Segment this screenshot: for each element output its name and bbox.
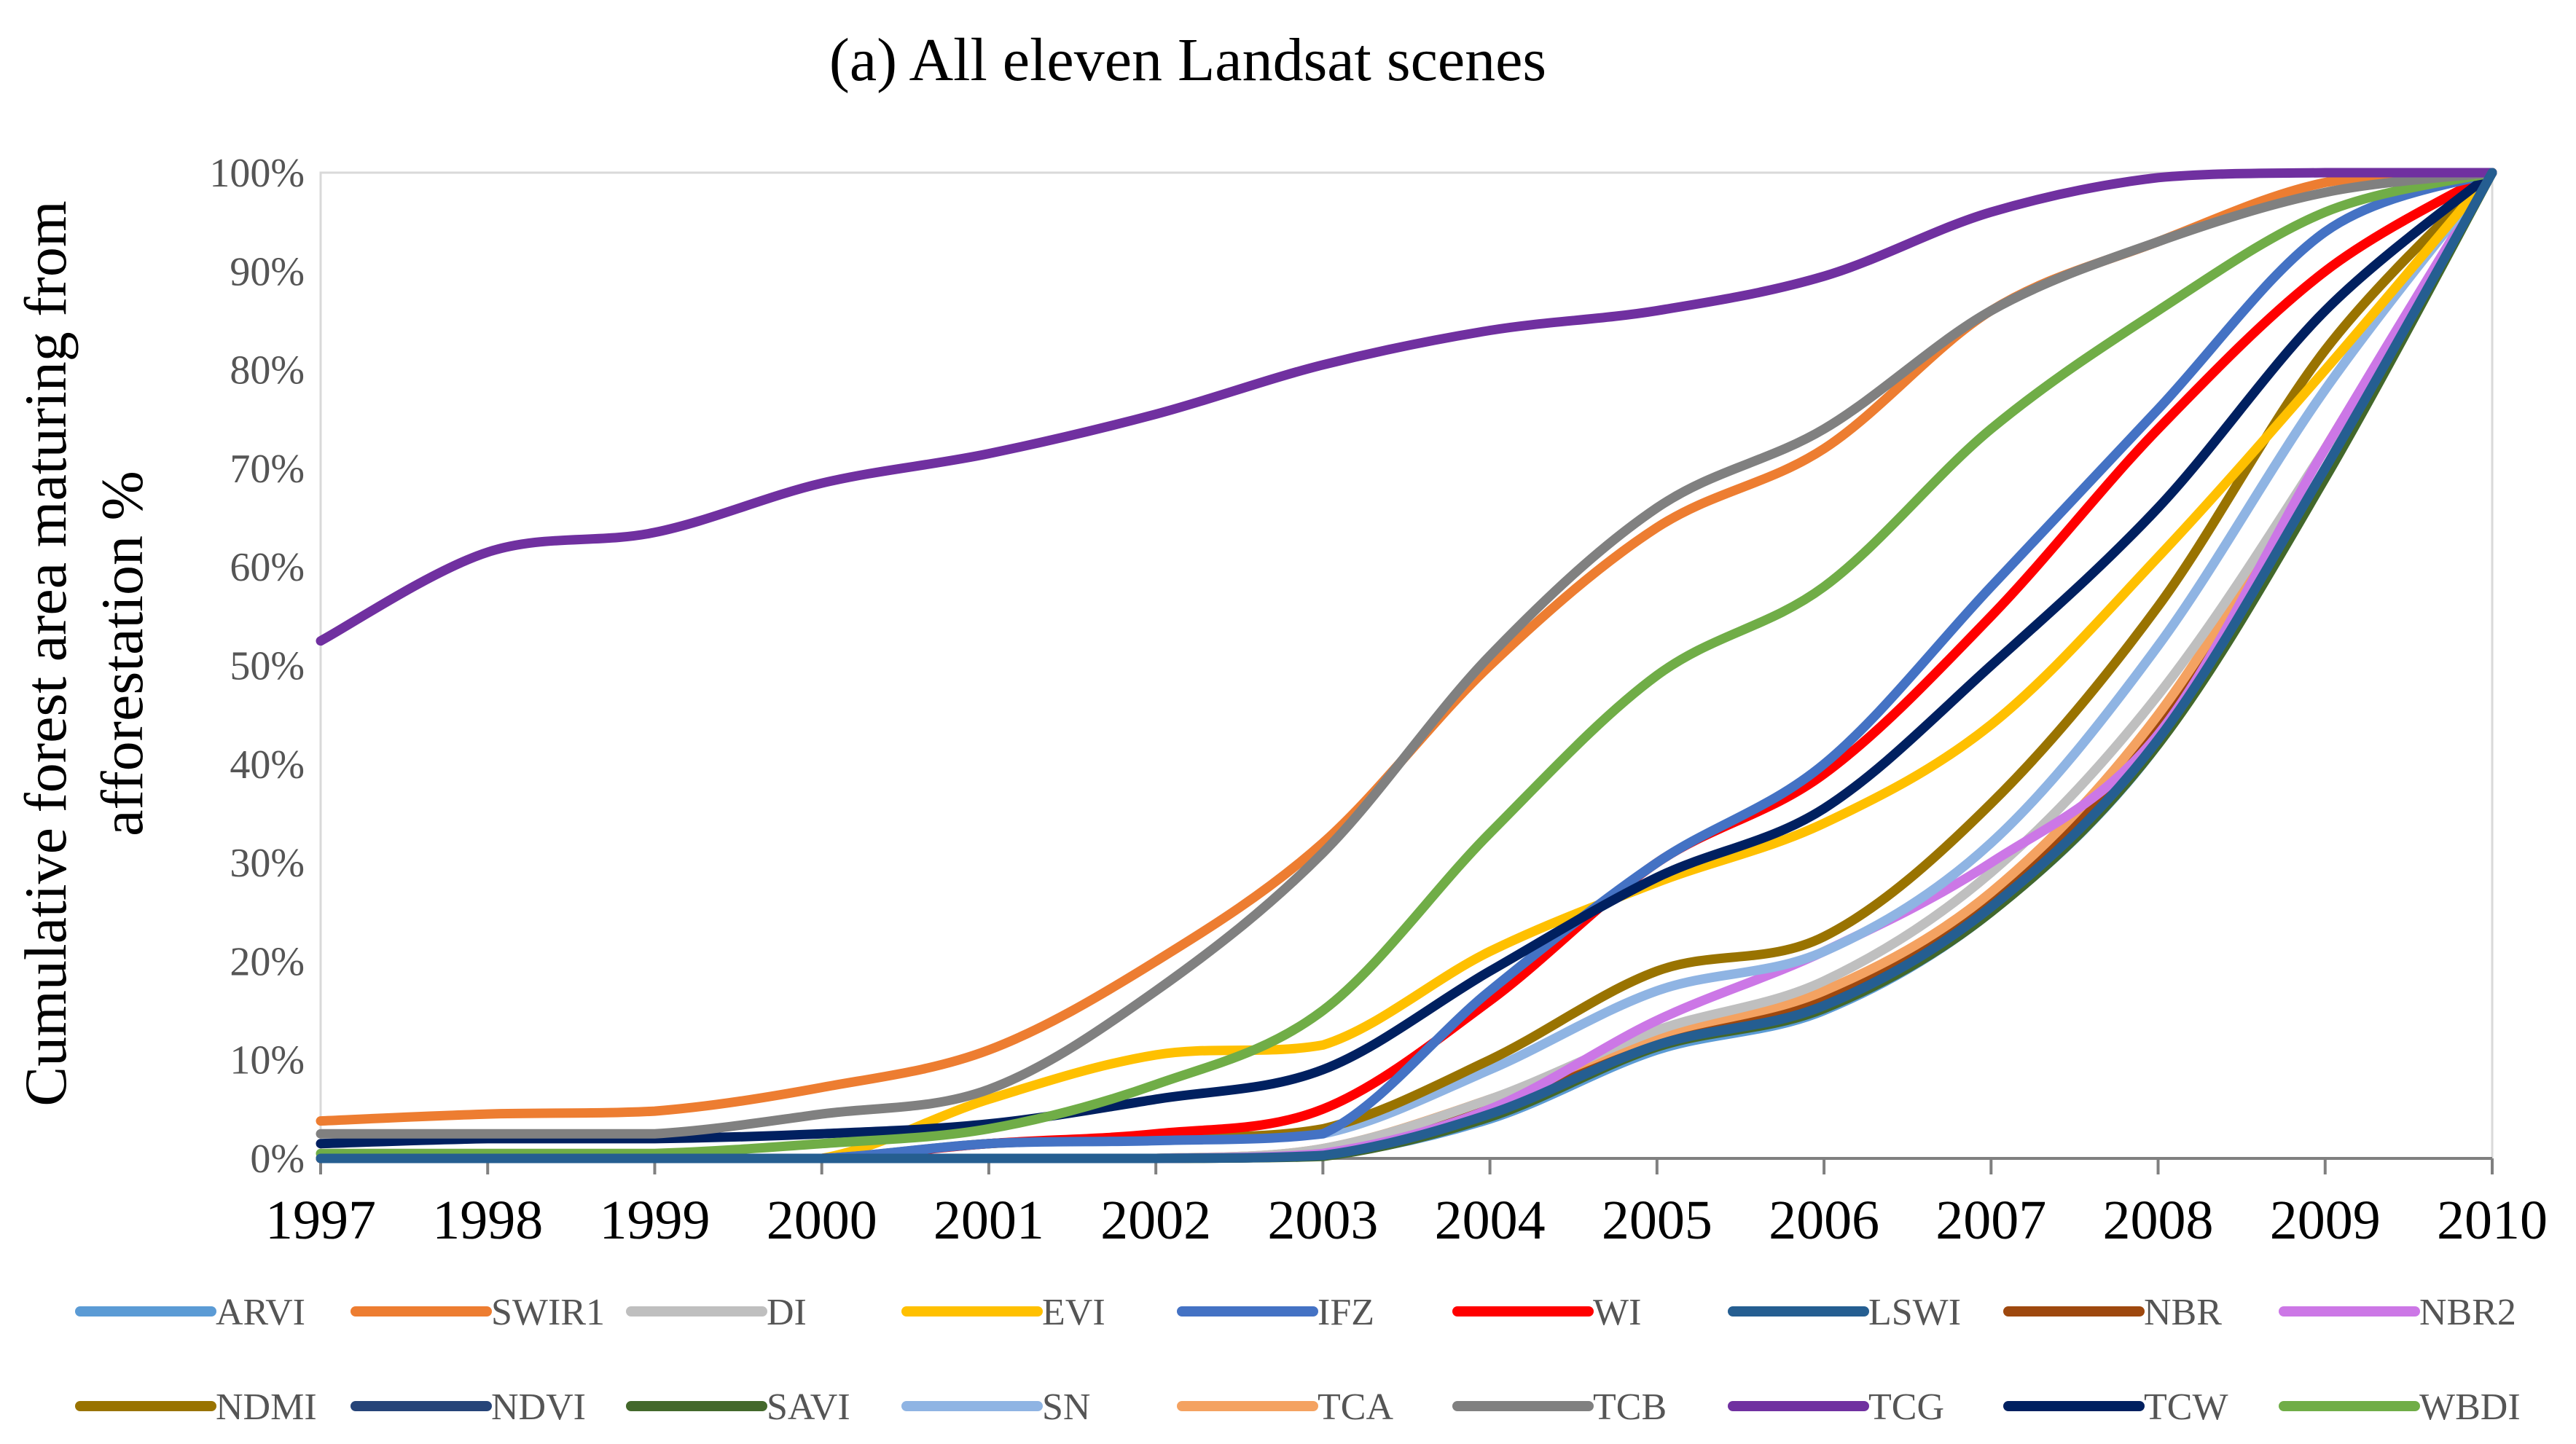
x-tick-label: 2009 bbox=[2270, 1190, 2381, 1251]
legend-label: TCA bbox=[1318, 1386, 1393, 1428]
plot-area bbox=[319, 171, 2494, 1160]
x-tick-label: 2007 bbox=[1935, 1190, 2046, 1251]
x-tick-label: 1998 bbox=[432, 1190, 543, 1251]
x-tick-label: 2005 bbox=[1602, 1190, 1712, 1251]
y-axis-label-line-1: Cumulative forest area maturing from bbox=[12, 200, 79, 1106]
x-tick-label: 2002 bbox=[1100, 1190, 1211, 1251]
legend-item-di: DI bbox=[626, 1292, 807, 1333]
series-line-tcb bbox=[316, 168, 2497, 1139]
y-tick-label: 70% bbox=[230, 447, 305, 492]
chart-title: (a) All eleven Landsat scenes bbox=[829, 26, 1546, 94]
y-tick-label: 80% bbox=[230, 348, 305, 393]
legend-label: NBR2 bbox=[2419, 1292, 2516, 1333]
y-tick-label: 60% bbox=[230, 545, 305, 590]
y-tick-label: 40% bbox=[230, 742, 305, 788]
y-tick-label: 30% bbox=[230, 841, 305, 886]
legend-item-tcw: TCW bbox=[2003, 1386, 2228, 1428]
legend-label: TCG bbox=[1868, 1386, 1944, 1428]
legend-item-ndmi: NDMI bbox=[75, 1386, 317, 1428]
legend-label: IFZ bbox=[1318, 1292, 1374, 1333]
y-axis-ticks: 0% 10% 20% 30% 40% 50% 60% 70% 80% 90% 100% bbox=[209, 151, 305, 1182]
y-tick-label: 0% bbox=[250, 1137, 305, 1182]
legend-item-sn: SN bbox=[901, 1386, 1090, 1428]
series-line-tcg bbox=[316, 168, 2497, 646]
legend-label: SAVI bbox=[767, 1386, 850, 1428]
legend-item-nbr2: NBR2 bbox=[2279, 1292, 2516, 1333]
x-tick-label: 2008 bbox=[2103, 1190, 2214, 1251]
x-tick-label: 2001 bbox=[933, 1190, 1044, 1251]
legend-item-nbr: NBR bbox=[2003, 1292, 2222, 1333]
legend-item-lswi: LSWI bbox=[1728, 1292, 1961, 1333]
legend-item-arvi: ARVI bbox=[75, 1292, 305, 1333]
legend-label: ARVI bbox=[216, 1292, 305, 1333]
legend-label: TCB bbox=[1593, 1386, 1667, 1428]
legend-item-wi: WI bbox=[1452, 1292, 1641, 1333]
legend-item-tcg: TCG bbox=[1728, 1386, 1944, 1428]
y-axis-label: Cumulative forest area maturing from aff… bbox=[12, 200, 155, 1106]
x-axis-ticks: 1997 1998 1999 2000 2001 2002 2003 2004 2005 2006… bbox=[265, 1158, 2548, 1251]
x-tick-label: 2003 bbox=[1267, 1190, 1378, 1251]
legend-item-swir1: SWIR1 bbox=[351, 1292, 605, 1333]
legend-label: DI bbox=[767, 1292, 807, 1333]
legend-label: TCW bbox=[2144, 1386, 2228, 1428]
legend-label: NDMI bbox=[216, 1386, 317, 1428]
y-tick-label: 90% bbox=[230, 249, 305, 294]
y-tick-label: 50% bbox=[230, 644, 305, 689]
legend-item-ifz: IFZ bbox=[1177, 1292, 1374, 1333]
x-tick-label: 1997 bbox=[265, 1190, 376, 1251]
legend-item-evi: EVI bbox=[901, 1292, 1105, 1333]
legend-label: WBDI bbox=[2419, 1386, 2521, 1428]
legend: ARVI SWIR1 DI EVI IFZ WI LSWI NBR NBR2 NDMI NDVI SA… bbox=[75, 1292, 2521, 1428]
x-tick-label: 2010 bbox=[2437, 1190, 2548, 1251]
legend-label: EVI bbox=[1042, 1292, 1105, 1333]
y-axis-label-line-2: afforestation % bbox=[89, 471, 155, 836]
legend-label: SWIR1 bbox=[491, 1292, 605, 1333]
legend-label: LSWI bbox=[1868, 1292, 1961, 1333]
legend-item-tca: TCA bbox=[1177, 1386, 1393, 1428]
legend-label: NBR bbox=[2144, 1292, 2222, 1333]
x-tick-label: 2004 bbox=[1435, 1190, 1546, 1251]
series-line-wbdi bbox=[316, 168, 2497, 1158]
y-tick-label: 10% bbox=[230, 1038, 305, 1083]
x-tick-label: 2000 bbox=[767, 1190, 877, 1251]
series-line-lswi bbox=[316, 168, 2497, 1164]
y-tick-label: 100% bbox=[209, 151, 305, 196]
series-lines bbox=[316, 168, 2497, 1164]
legend-label: WI bbox=[1593, 1292, 1641, 1333]
legend-item-ndvi: NDVI bbox=[351, 1386, 586, 1428]
x-tick-label: 1999 bbox=[599, 1190, 710, 1251]
legend-item-tcb: TCB bbox=[1452, 1386, 1667, 1428]
legend-label: SN bbox=[1042, 1386, 1090, 1428]
legend-label: NDVI bbox=[491, 1386, 586, 1428]
legend-item-savi: SAVI bbox=[626, 1386, 850, 1428]
y-tick-label: 20% bbox=[230, 939, 305, 984]
series-line-tcw bbox=[316, 168, 2497, 1149]
x-tick-label: 2006 bbox=[1769, 1190, 1879, 1251]
legend-item-wbdi: WBDI bbox=[2279, 1386, 2521, 1428]
